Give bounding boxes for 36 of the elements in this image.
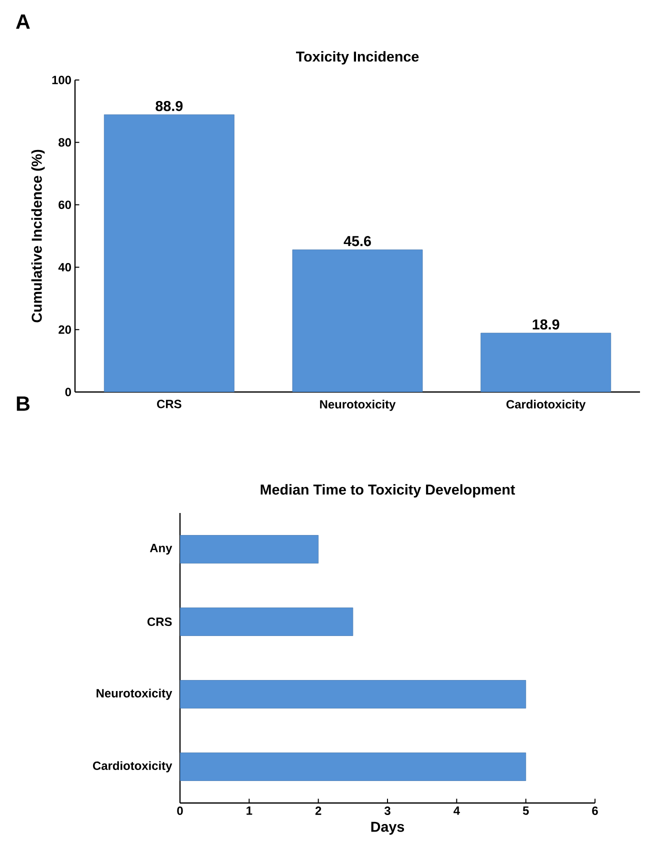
text: B [16, 396, 30, 411]
y-tick-label: Any [150, 544, 172, 555]
x-tick-label: Neurotoxicity [320, 400, 396, 411]
chart-title: Median Time to Toxicity Development [260, 484, 515, 498]
data-label: 88.9 [156, 100, 183, 112]
text: A [16, 14, 30, 29]
x-tick-label: 6 [592, 806, 598, 815]
y-tick-label: Cardiotoxicity [92, 761, 172, 772]
y-tick-label: Neurotoxicity [96, 688, 172, 700]
bar [292, 250, 423, 392]
y-tick-label: 100 [52, 76, 71, 84]
bar [180, 752, 526, 781]
x-tick-label: Cardiotoxicity [506, 400, 586, 411]
y-tick-label: 60 [58, 200, 71, 210]
y-tick-label: CRS [147, 618, 172, 626]
x-tick-label: 0 [177, 806, 183, 815]
bar [104, 114, 234, 392]
y-tick-label: 80 [58, 138, 71, 147]
x-tick-label: 3 [384, 806, 390, 816]
chart-title: Toxicity Incidence [296, 51, 419, 65]
y-tick-label: 0 [65, 388, 71, 396]
x-tick-label: 4 [454, 806, 460, 815]
x-tick-label: 5 [522, 806, 529, 815]
y-axis-title: Cumulative Incidence (%) [31, 150, 45, 322]
x-tick-label: CRS [157, 400, 182, 408]
data-label: 18.9 [532, 319, 560, 330]
bar [480, 332, 612, 392]
x-axis-title: Days [371, 822, 404, 835]
bar [180, 680, 526, 708]
x-tick-label: 1 [246, 806, 252, 815]
y-tick-label: 40 [58, 262, 71, 272]
x-tick-label: 2 [315, 806, 322, 815]
bar [180, 608, 354, 636]
bar [180, 535, 319, 564]
data-label: 45.6 [344, 236, 371, 246]
y-tick-label: 20 [58, 325, 71, 334]
